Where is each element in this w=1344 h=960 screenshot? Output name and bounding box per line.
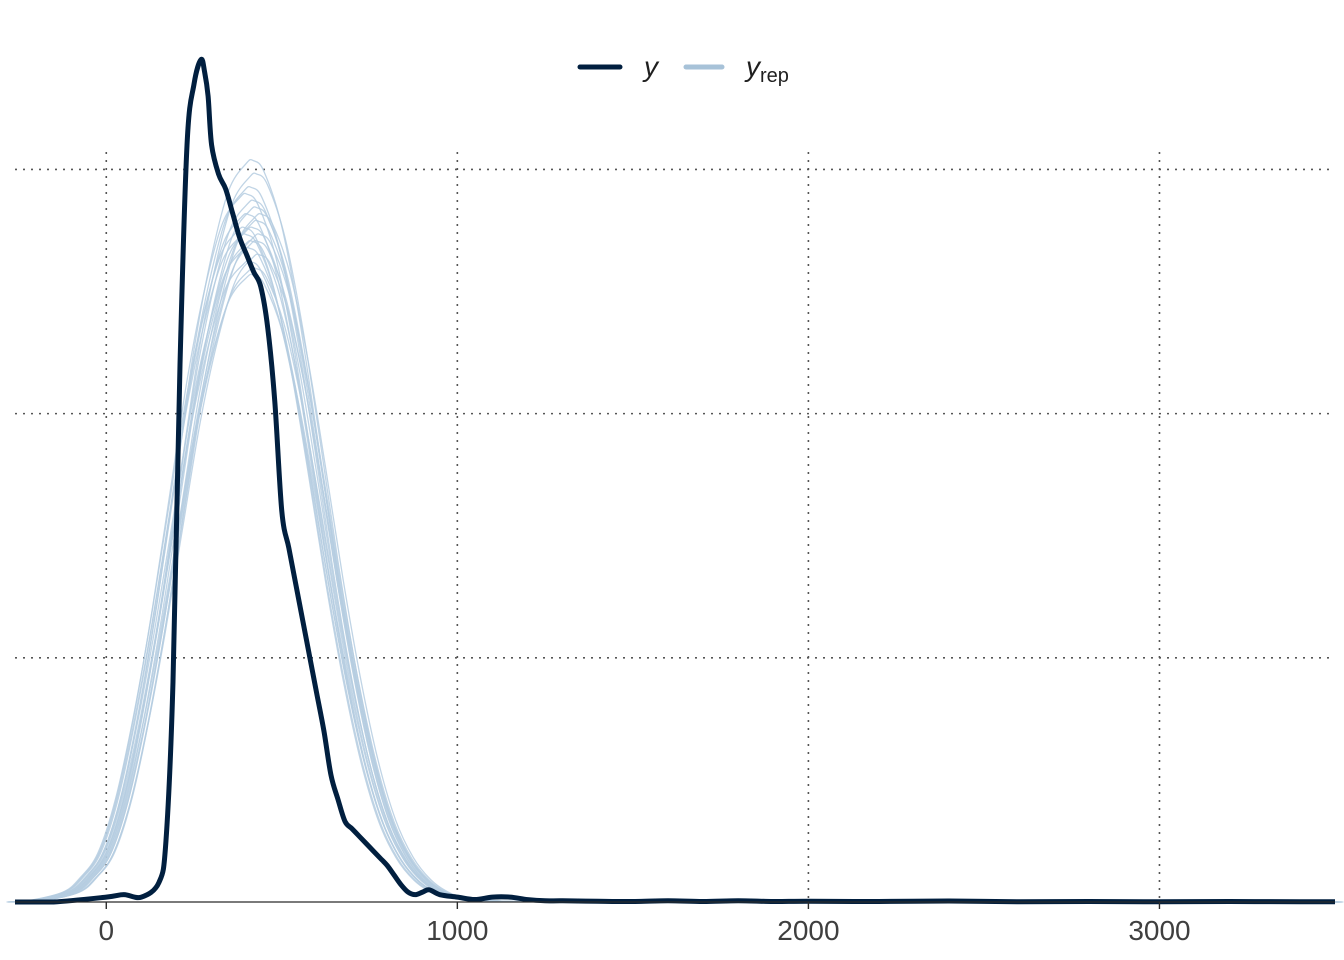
y-line xyxy=(14,56,1336,905)
yrep-series-lines xyxy=(6,158,1344,903)
x-tick-label: 2000 xyxy=(777,915,839,946)
yrep-line xyxy=(11,260,1332,903)
y-series-line xyxy=(14,56,1336,905)
legend-label-yrep: yrep xyxy=(744,51,789,87)
x-tick-label: 1000 xyxy=(426,915,488,946)
x-axis: 0 1000 2000 3000 xyxy=(15,901,1335,946)
yrep-line xyxy=(14,273,1335,903)
yrep-line xyxy=(17,266,1338,903)
legend-label-y: y xyxy=(642,51,660,82)
legend: y yrep xyxy=(577,51,789,87)
yrep-line xyxy=(14,158,1335,903)
yrep-line xyxy=(12,185,1333,903)
legend-label-yrep-subscript: rep xyxy=(760,65,789,87)
grid xyxy=(15,152,1335,902)
yrep-line xyxy=(18,172,1339,903)
legend-label-yrep-main: y xyxy=(744,51,762,82)
yrep-line xyxy=(23,212,1344,903)
yrep-line xyxy=(21,233,1343,903)
x-tick-label: 3000 xyxy=(1128,915,1190,946)
yrep-line xyxy=(21,253,1342,903)
yrep-line xyxy=(7,233,1328,903)
x-tick-label: 0 xyxy=(98,915,114,946)
